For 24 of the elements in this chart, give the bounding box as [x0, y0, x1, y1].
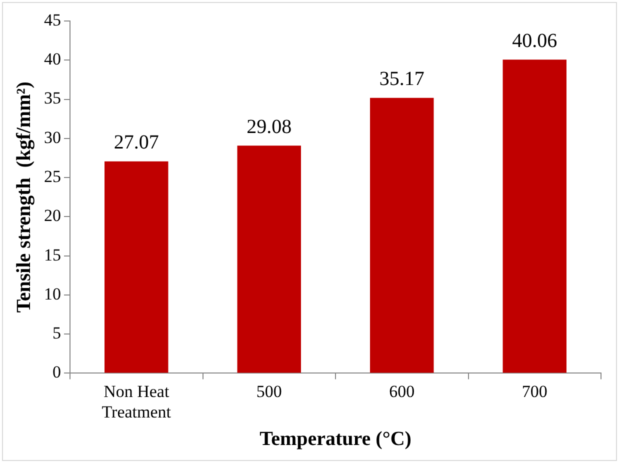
bar	[104, 161, 168, 373]
bar	[237, 146, 301, 373]
data-label: 35.17	[379, 68, 424, 90]
y-tick-label: 30	[44, 128, 61, 147]
y-tick-label: 0	[52, 362, 61, 382]
x-axis-title: Temperature (°C)	[260, 428, 412, 450]
y-tick-label: 35	[44, 88, 61, 108]
y-tick-label: 45	[44, 10, 61, 30]
x-tick-label: 600	[389, 382, 415, 401]
y-tick-label: 40	[44, 50, 61, 69]
x-tick-label: 700	[522, 382, 548, 401]
y-tick-label: 25	[44, 167, 61, 186]
x-tick-label: Non Heat Treatment	[102, 382, 172, 422]
data-label: 40.06	[512, 30, 558, 52]
y-axis-title: Tensile strength (kgf/mm²)	[13, 82, 36, 313]
data-label: 27.07	[114, 132, 159, 154]
data-label: 29.08	[246, 116, 292, 138]
x-tick-label: 500	[256, 382, 282, 401]
y-tick-label: 20	[44, 206, 61, 226]
y-tick-label: 15	[44, 245, 61, 264]
y-tick-label: 5	[52, 324, 61, 343]
y-tick-label: 10	[44, 284, 61, 304]
bar	[370, 98, 434, 373]
bar	[502, 60, 566, 373]
